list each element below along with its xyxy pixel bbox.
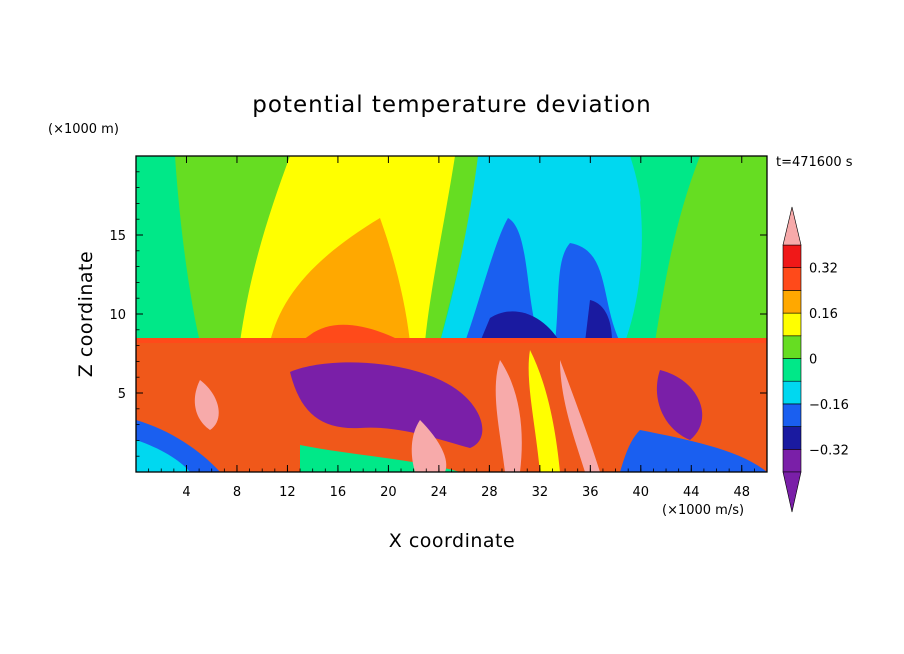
x-tick-label: 44 [683,485,700,500]
colorbar-band [782,403,802,427]
yellow-streak [528,350,560,472]
colorbar-label: −0.32 [809,443,849,458]
x-tick-label: 12 [279,485,296,500]
time-label: t=471600 s [776,155,853,170]
x-tick-label: 20 [380,485,397,500]
y-tick-label: 5 [118,387,126,402]
pink-blob-left [194,380,219,430]
colorbar-band [782,290,802,314]
colorbar-band [782,426,802,450]
x-tick-label: 48 [733,485,750,500]
colorbar-band [782,312,802,337]
colorbar-band [782,448,802,473]
x-tick-label: 36 [582,485,599,500]
blue-plume-1 [465,218,540,342]
colorbar-band [782,267,802,291]
colorbar-band [782,335,802,359]
inversion-line [136,338,767,343]
y-axis-label: Z coordinate [75,251,97,377]
x-tick-label: 32 [532,485,549,500]
y-axis: 5 10 15 [109,171,767,457]
aqua-edge-left [136,156,200,342]
contour-field [136,156,767,472]
green-band-mid [425,156,480,342]
x-tick-label: 40 [633,485,650,500]
pink-streak-1 [495,360,522,472]
navy-core [480,311,560,342]
x-tick-label: 8 [233,485,241,500]
red-top-rim [300,324,400,342]
x-tick-label: 4 [182,485,190,500]
colorbar-band [782,244,802,269]
x-axis: 4 8 12 16 20 24 28 32 36 40 44 48 [148,156,755,500]
colorbar-band [782,380,802,405]
colorbar-label: −0.16 [809,398,849,413]
colorbar-label: 0 [809,353,817,368]
colorbar-band [782,358,802,382]
colorbar: 0.32 0.16 0 −0.16 −0.32 [782,206,849,513]
x-tick-label: 28 [481,485,498,500]
colorbar-label: 0.32 [809,262,838,277]
aqua-edge-right [625,200,658,342]
green-band-right [655,156,767,342]
colorbar-over-arrow [782,206,802,246]
purple-blob-main [290,362,483,448]
orange-plume [270,218,410,342]
x-units-label: (×1000 m/s) [662,503,744,518]
y-tick-label: 10 [109,308,126,323]
x-tick-label: 24 [431,485,448,500]
pink-streak-2 [560,360,600,472]
pink-blob-bottom [411,420,447,472]
blue-patch-right [620,430,767,472]
colorbar-under-arrow [782,471,802,513]
x-axis-label: X coordinate [389,530,515,552]
chart-title: potential temperature deviation [252,92,651,118]
y-units-label: (×1000 m) [48,122,119,137]
colorbar-label: 0.16 [809,307,838,322]
y-tick-label: 15 [109,229,126,244]
x-tick-label: 16 [330,485,347,500]
purple-patch-right [656,370,703,440]
cyan-patch-left [136,440,190,472]
navy-core-2 [585,300,612,342]
